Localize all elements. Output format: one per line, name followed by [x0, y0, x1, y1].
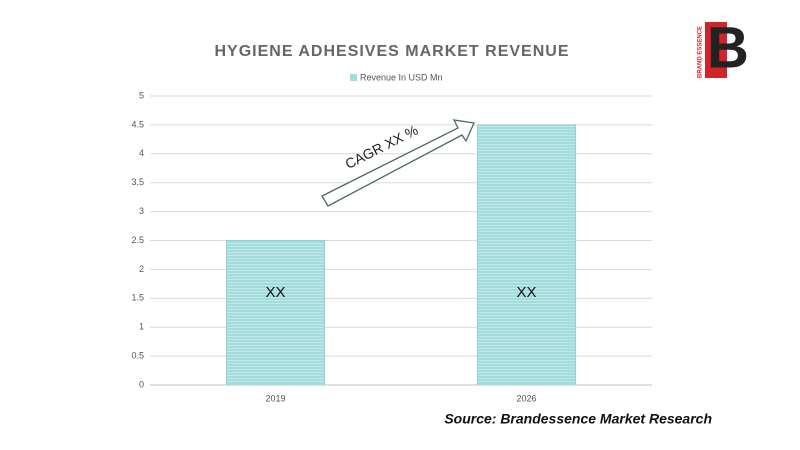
chart-title: HYGIENE ADHESIVES MARKET REVENUE: [214, 43, 569, 60]
y-tick-label: 1.5: [131, 293, 144, 303]
bar: [226, 240, 325, 386]
y-tick-label: 5: [139, 90, 144, 100]
x-tick-label: 2019: [265, 393, 285, 403]
y-tick-label: 2: [139, 264, 144, 274]
value-label: XX: [516, 284, 536, 301]
logo-letter: B: [707, 15, 749, 80]
arrow-shape: [321, 119, 475, 207]
value-label: XX: [265, 284, 285, 301]
y-tick-label: 3.5: [131, 177, 144, 187]
logo-name: BRAND ESSENCE: [698, 26, 704, 78]
y-tick-label: 4.5: [131, 119, 144, 129]
x-tick-label: 2026: [516, 393, 536, 403]
logo: B BRAND ESSENCE: [698, 15, 749, 80]
y-tick-label: 0.5: [131, 350, 144, 360]
y-tick-label: 3: [139, 206, 144, 216]
logo-bar: [705, 22, 727, 78]
legend-label: Revenue In USD Mn: [360, 72, 443, 82]
bar: [477, 124, 576, 386]
y-tick-label: 4: [139, 148, 144, 158]
y-tick-label: 2.5: [131, 235, 144, 245]
source: Source: Brandessence Market Research: [444, 411, 712, 427]
y-tick-label: 1: [139, 322, 144, 332]
y-tick-label: 0: [139, 379, 144, 389]
legend-swatch: [350, 74, 357, 81]
